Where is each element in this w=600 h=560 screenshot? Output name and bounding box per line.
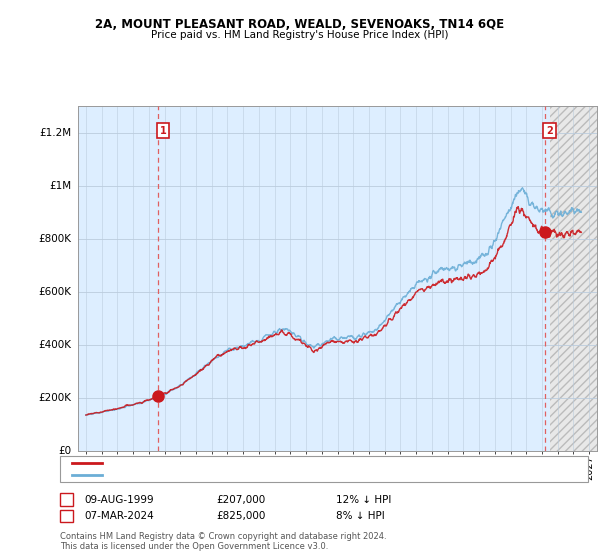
Text: 07-MAR-2024: 07-MAR-2024	[84, 511, 154, 521]
Text: 8% ↓ HPI: 8% ↓ HPI	[336, 511, 385, 521]
Text: Contains HM Land Registry data © Crown copyright and database right 2024.: Contains HM Land Registry data © Crown c…	[60, 532, 386, 541]
Text: 09-AUG-1999: 09-AUG-1999	[84, 494, 154, 505]
Text: 2: 2	[546, 125, 553, 136]
Text: 1: 1	[63, 494, 70, 505]
Text: £825,000: £825,000	[216, 511, 265, 521]
Text: 2: 2	[63, 511, 70, 521]
Text: £800K: £800K	[39, 234, 72, 244]
Text: £0: £0	[59, 446, 72, 456]
Text: Price paid vs. HM Land Registry's House Price Index (HPI): Price paid vs. HM Land Registry's House …	[151, 30, 449, 40]
Text: £400K: £400K	[39, 340, 72, 350]
Text: 2A, MOUNT PLEASANT ROAD, WEALD, SEVENOAKS, TN14 6QE (detached house): 2A, MOUNT PLEASANT ROAD, WEALD, SEVENOAK…	[108, 459, 468, 468]
Text: 1: 1	[160, 125, 166, 136]
Text: £207,000: £207,000	[216, 494, 265, 505]
Text: £1M: £1M	[50, 181, 72, 191]
Text: £1.2M: £1.2M	[40, 128, 72, 138]
Text: 12% ↓ HPI: 12% ↓ HPI	[336, 494, 391, 505]
Bar	[550, 106, 597, 451]
Text: 2A, MOUNT PLEASANT ROAD, WEALD, SEVENOAKS, TN14 6QE: 2A, MOUNT PLEASANT ROAD, WEALD, SEVENOAK…	[95, 18, 505, 31]
Text: This data is licensed under the Open Government Licence v3.0.: This data is licensed under the Open Gov…	[60, 542, 328, 551]
Text: £600K: £600K	[39, 287, 72, 297]
Text: £200K: £200K	[39, 393, 72, 403]
Text: HPI: Average price, detached house, Sevenoaks: HPI: Average price, detached house, Seve…	[108, 470, 325, 479]
